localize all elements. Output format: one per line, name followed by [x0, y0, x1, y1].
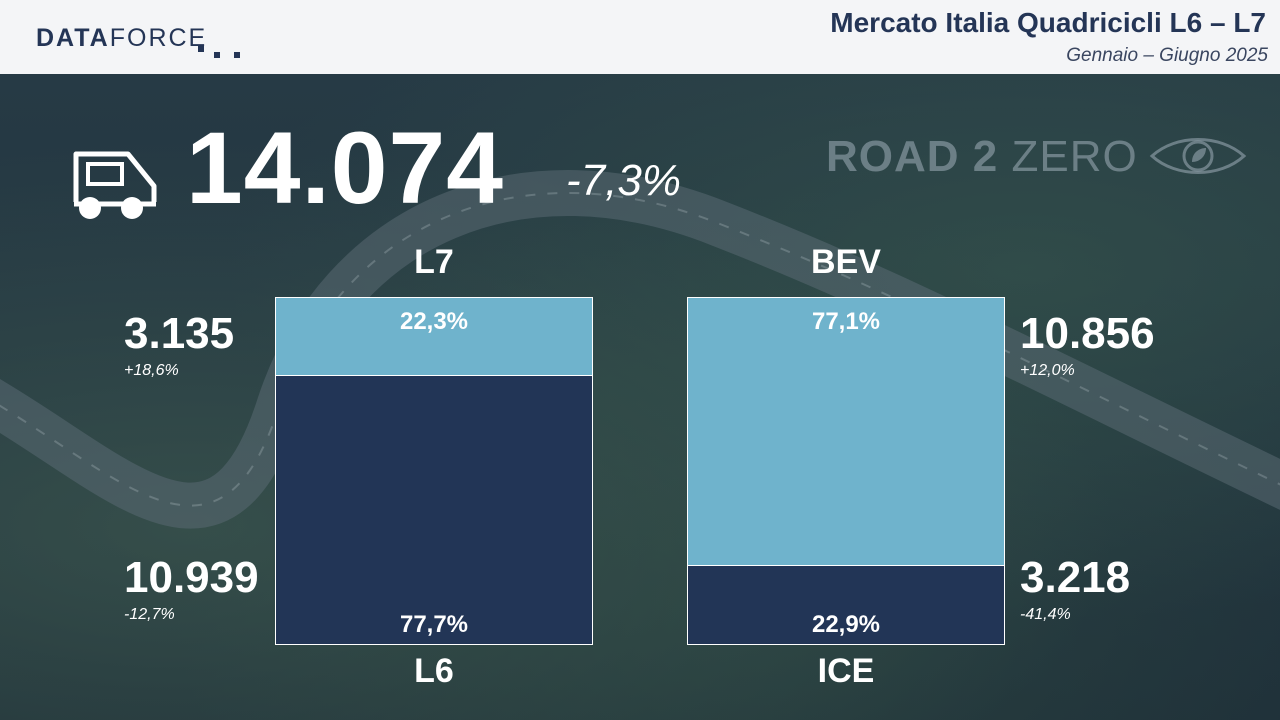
chart1-l6-percent-label: 77,7% [399, 611, 469, 638]
bev-change: +12,0% [1020, 362, 1075, 379]
ice-units: 3.218 [1020, 553, 1131, 602]
chart2-bev-percent-label: 77,1% [811, 308, 881, 335]
header-bar: DATAFORCE Mercato Italia Quadricicli L6 … [0, 0, 1280, 74]
chart2-top-category: BEV [811, 243, 881, 281]
chart1-segment-l7: 22,3% [276, 298, 592, 375]
page-title: Mercato Italia Quadricicli L6 – L7 [830, 7, 1266, 38]
bev-units: 10.856 [1020, 309, 1155, 358]
ice-change: -41,4% [1020, 606, 1071, 623]
l7-units: 3.135 [124, 309, 235, 358]
eye-leaf-icon [1148, 132, 1248, 185]
dataforce-logo: DATAFORCE [36, 24, 208, 52]
total-units: 14.074 [186, 111, 504, 225]
chart1-stacked-bar: 22,3% 77,7% [275, 297, 593, 645]
chart2-segment-bev: 77,1% [688, 298, 1004, 565]
total-change: -7,3% [566, 156, 681, 205]
chart2-stacked-bar: 77,1% 22,9% [687, 297, 1005, 645]
page-subtitle: Gennaio – Giugno 2025 [1066, 45, 1268, 66]
chart1-l7-percent-label: 22,3% [399, 308, 469, 335]
l6-units: 10.939 [124, 553, 259, 602]
l7-change: +18,6% [124, 362, 179, 379]
quadricycle-icon [70, 146, 162, 227]
road2zero-logo: ROAD 2 ZERO [826, 132, 1138, 181]
logo-dots-icon [198, 46, 248, 58]
chart1-bottom-category: L6 [414, 652, 454, 690]
chart2-ice-percent-label: 22,9% [811, 611, 881, 638]
forest-road-background [0, 74, 1280, 720]
chart1-segment-l6: 77,7% [276, 375, 592, 644]
chart1-top-category: L7 [414, 243, 454, 281]
chart2-bottom-category: ICE [817, 652, 875, 690]
l6-change: -12,7% [124, 606, 175, 623]
chart2-segment-ice: 22,9% [688, 565, 1004, 644]
